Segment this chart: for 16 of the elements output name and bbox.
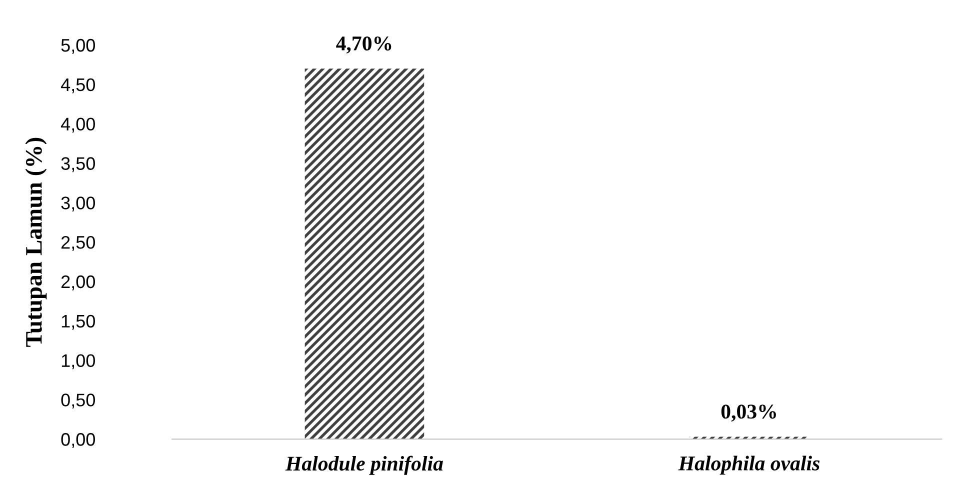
y-tick-label: 0,00 — [61, 433, 95, 448]
y-tick-label: 3,50 — [61, 157, 95, 172]
x-tick-label: Halophila ovalis — [678, 456, 820, 475]
y-tick-label: 5,00 — [61, 38, 95, 54]
x-tick-label: Halodule pinifolia — [285, 456, 443, 475]
y-tick-label: 4,50 — [60, 78, 95, 94]
y-tick-label: 2,00 — [61, 275, 95, 290]
y-tick-label: 4,00 — [60, 118, 95, 133]
y-tick-label: 1,00 — [62, 354, 95, 370]
y-tick-label: 1,50 — [62, 314, 95, 330]
data-label: 4,70% — [336, 36, 392, 54]
data-label: 0,03% — [721, 404, 776, 422]
y-tick-label: 2,50 — [61, 236, 95, 251]
y-tick-label: 3,00 — [61, 196, 95, 212]
y-tick-label: 0,50 — [61, 394, 95, 409]
y-axis-title: Tutupan Lamun (%) — [25, 138, 47, 347]
